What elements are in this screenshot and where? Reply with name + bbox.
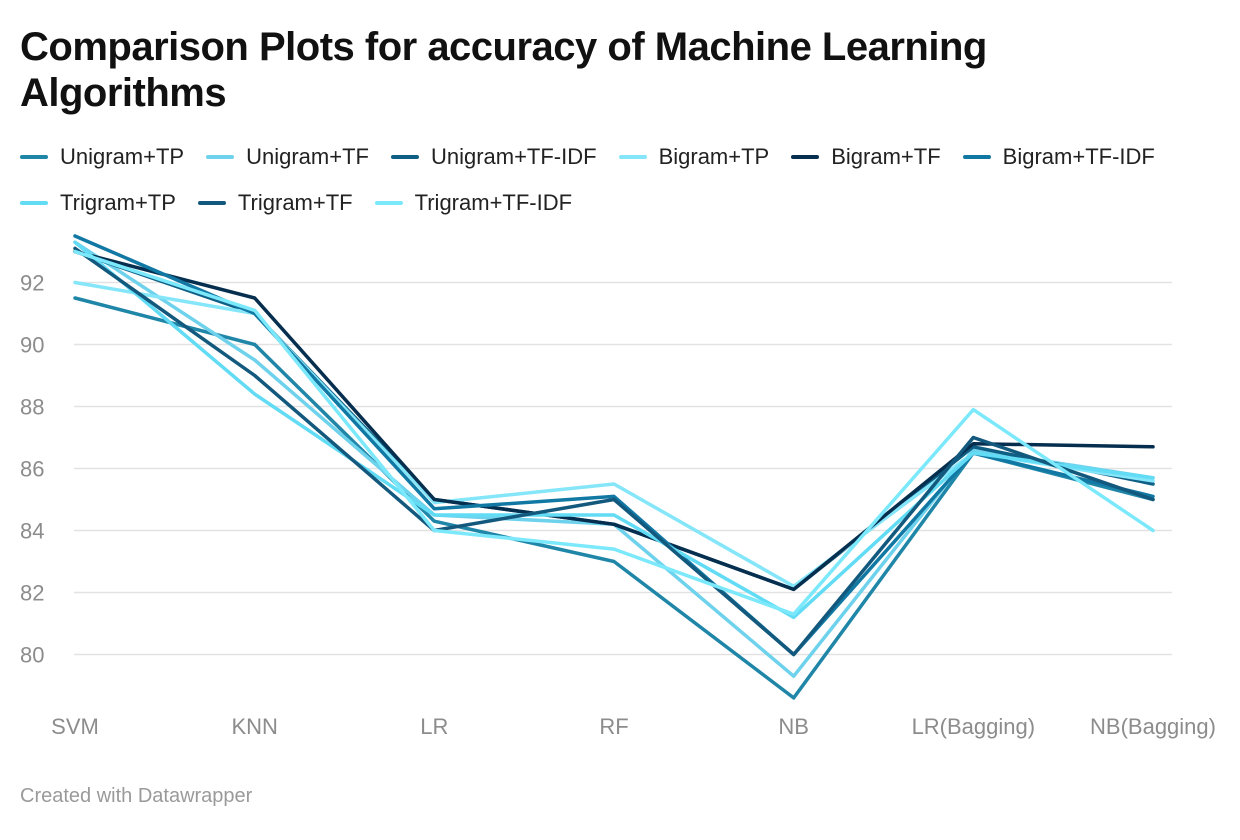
x-tick-label-nb: NB [778,714,809,739]
series-trigram-tp [73,240,1155,620]
legend-label: Trigram+TF-IDF [414,190,573,215]
series-line [73,280,1155,589]
legend-swatch [791,155,820,159]
legend-label: Bigram+TF-IDF [1002,144,1155,169]
y-tick-label-88: 88 [20,395,44,420]
legend-label: Trigram+TP [60,190,176,215]
y-tick-label-92: 92 [20,271,44,296]
x-tick-label-knn: KNN [231,714,277,739]
legend-label: Bigram+TP [658,144,770,169]
legend: Unigram+TP Unigram+TF Unigram+TF-IDF Bigram… [20,144,1220,216]
legend-swatch [20,155,48,159]
legend-item-trigram-tf-idf: Trigram+TF-IDF [374,190,573,216]
legend-item-bigram-tf-idf: Bigram+TF-IDF [962,144,1155,170]
legend-label: Unigram+TF-IDF [430,144,597,169]
legend-swatch [206,155,235,159]
legend-label: Unigram+TF [246,144,369,169]
y-tick-label-80: 80 [20,643,44,668]
series-line [73,246,1155,657]
series-trigram-tf [73,246,1155,657]
x-tick-label-nb-bagging-: NB(Bagging) [1090,714,1216,739]
legend-swatch [197,201,226,205]
legend-item-bigram-tf: Bigram+TF [791,144,941,170]
legend-label: Bigram+TF [831,144,941,169]
series-trigram-tf-idf [73,249,1155,616]
x-tick-label-lr-bagging-: LR(Bagging) [912,714,1036,739]
legend-item-trigram-tf: Trigram+TF [197,190,353,216]
datawrapper-credit: Created with Datawrapper [20,785,253,807]
legend-item-trigram-tp: Trigram+TP [20,190,176,216]
x-tick-label-svm: SVM [51,714,99,739]
legend-item-unigram-tp: Unigram+TP [20,144,184,170]
legend-label: Unigram+TP [60,144,185,169]
y-tick-label-82: 82 [20,581,44,606]
legend-item-bigram-tp: Bigram+TP [618,144,770,170]
legend-label: Trigram+TF [237,190,353,215]
legend-item-unigram-tf-idf: Unigram+TF-IDF [390,144,597,170]
legend-swatch [618,155,647,159]
series-bigram-tp [73,280,1155,589]
legend-swatch [962,155,991,159]
series-line [73,249,1155,592]
legend-swatch [20,201,48,205]
chart-title: Comparison Plots for accuracy of Machine… [20,25,987,115]
series-bigram-tf [73,249,1155,592]
x-tick-label-rf: RF [599,714,628,739]
legend-swatch [390,155,419,159]
y-tick-label-90: 90 [20,333,44,358]
series-line [73,249,1155,616]
y-tick-label-86: 86 [20,457,44,482]
x-tick-label-lr: LR [420,714,448,739]
legend-swatch [374,201,403,205]
y-tick-label-84: 84 [20,519,44,544]
legend-item-unigram-tf: Unigram+TF [206,144,369,170]
series-line [73,240,1155,620]
line-chart: 80 82 84 86 88 90 92 SVM KNN LR RF NB LR(Bagging) NB(… [20,234,1216,739]
